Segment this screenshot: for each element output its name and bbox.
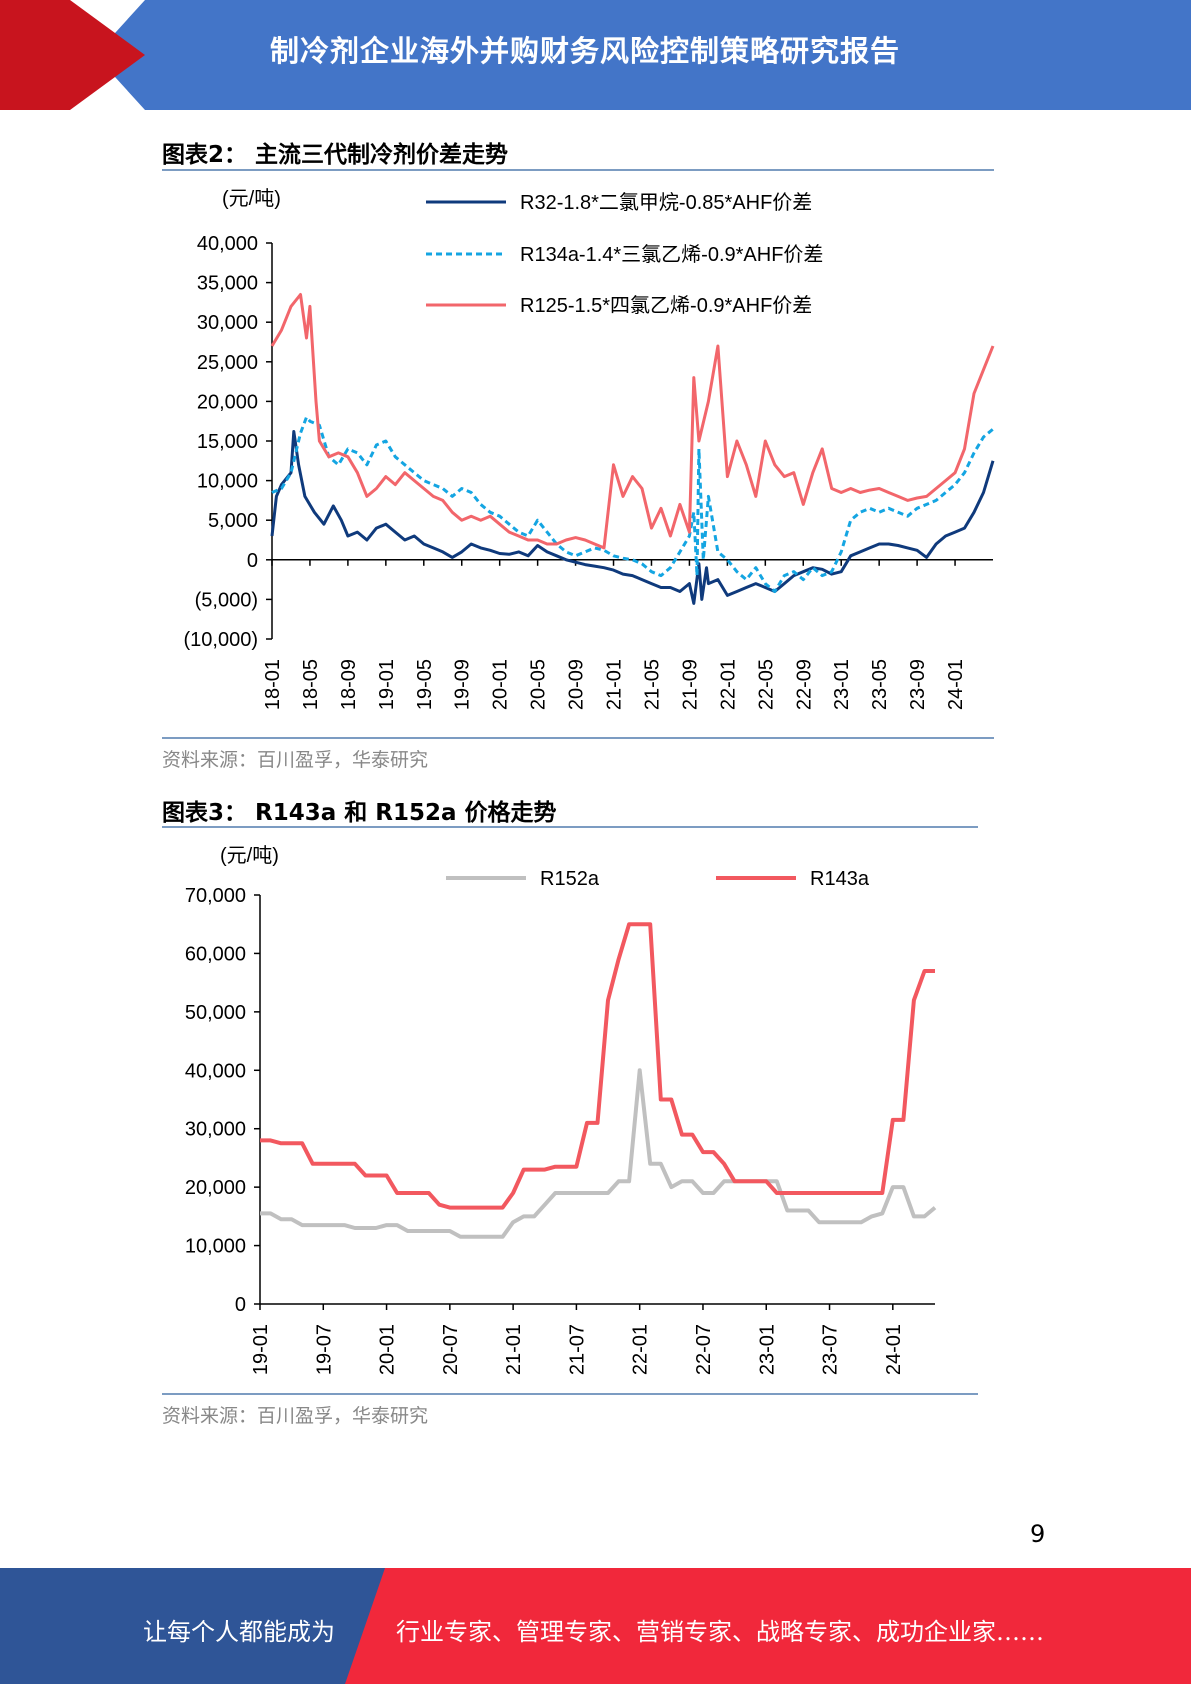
figure3-bottom-rule (162, 1393, 978, 1395)
chart1-x-tick-label: 21-01 (503, 1324, 525, 1375)
chart1-x-tick-label: 20-01 (377, 1324, 399, 1375)
chart1-x-tick-label: 23-07 (820, 1324, 842, 1375)
chart0-x-tick-label: 23-05 (869, 659, 891, 710)
header-arrow-icon (0, 0, 145, 110)
figure2-top-rule (162, 169, 994, 171)
chart1-x-tick-label: 23-01 (756, 1324, 778, 1375)
chart1-x-tick-label: 21-07 (566, 1324, 588, 1375)
chart0-y-tick-label: 30,000 (197, 312, 258, 334)
chart0-legend-label-3: R125-1.5*四氯乙烯-0.9*AHF价差 (520, 294, 812, 317)
page-footer (0, 1568, 1191, 1684)
chart0-unit-label: (元/吨) (222, 187, 281, 210)
chart1-y-tick-label: 0 (235, 1294, 246, 1316)
chart0-x-tick-label: 22-09 (793, 659, 815, 710)
chart0-x-tick-label: 21-01 (604, 659, 626, 710)
chart1-x-tick-label: 20-07 (440, 1324, 462, 1375)
chart1-unit-label: (元/吨) (220, 844, 279, 867)
chart0-x-tick-label: 22-05 (755, 659, 777, 710)
chart0-x-tick-label: 23-01 (831, 659, 853, 710)
chart1-y-tick-label: 20,000 (185, 1177, 246, 1199)
figure2-title: 图表2： 主流三代制冷剂价差走势 (162, 142, 509, 168)
chart0-y-tick-label: 5,000 (208, 510, 258, 532)
chart0-x-tick-label: 20-09 (566, 659, 588, 710)
figure2-chart: (元/吨) 40,000 35,000 30,000 25,000 20,000 15,00… (184, 187, 995, 710)
chart0-series-line-3 (270, 293, 995, 550)
chart1-y-tick-label: 70,000 (185, 885, 246, 907)
chart1-y-tick-label: 60,000 (185, 943, 246, 965)
chart0-x-tick-label: 21-05 (641, 659, 663, 710)
chart0-series-line-2 (271, 415, 994, 593)
chart0-x-tick-label: 18-09 (338, 659, 360, 710)
chart0-x-tick-label: 20-05 (528, 659, 550, 710)
chart0-series-line-1 (270, 430, 995, 605)
page-header: 制冷剂企业海外并购财务风险控制策略研究报告 (0, 0, 1191, 110)
header-title: 制冷剂企业海外并购财务风险控制策略研究报告 (270, 34, 901, 68)
chart1-x-tick-label: 22-01 (630, 1324, 652, 1375)
figure3-source: 资料来源：百川盈孚，华泰研究 (162, 1405, 429, 1427)
figure2-source: 资料来源：百川盈孚，华泰研究 (162, 749, 429, 771)
chart0-x-tick-label: 18-01 (262, 659, 284, 710)
chart1-x-tick-label: 22-07 (693, 1324, 715, 1375)
chart1-legend-label-1: R152a (540, 868, 600, 890)
chart1-legend-label-2: R143a (810, 868, 870, 890)
chart0-x-tick-label: 21-09 (679, 659, 701, 710)
figure3-top-rule (162, 826, 978, 828)
chart0-y-tick-label: 20,000 (197, 391, 258, 413)
footer-slogan-right: 行业专家、管理专家、营销专家、战略专家、成功企业家…… (396, 1618, 1044, 1646)
chart0-y-tick-label: 40,000 (197, 233, 258, 255)
chart0-legend-label-2: R134a-1.4*三氯乙烯-0.9*AHF价差 (520, 243, 823, 266)
chart1-y-tick-label: 40,000 (185, 1060, 246, 1082)
chart0-y-tick-label: 15,000 (197, 431, 258, 453)
chart0-x-tick-label: 22-01 (717, 659, 739, 710)
chart1-series-line-1 (260, 1068, 937, 1239)
footer-slogan-left: 让每个人都能成为 (143, 1618, 335, 1646)
chart0-y-tick-label: 10,000 (197, 471, 258, 493)
chart0-x-tick-label: 18-05 (300, 659, 322, 710)
chart0-y-tick-label: 0 (247, 550, 258, 572)
chart1-y-tick-label: 10,000 (185, 1236, 246, 1258)
chart0-y-tick-label: 35,000 (197, 273, 258, 295)
chart1-series-line-2 (260, 922, 935, 1210)
chart0-y-tick-label: (10,000) (184, 629, 259, 651)
chart1-x-tick-label: 19-07 (313, 1324, 335, 1375)
figure3-title: 图表3： R143a 和 R152a 价格走势 (162, 800, 557, 826)
chart0-y-tick-label: (5,000) (195, 589, 258, 611)
chart0-y-tick-label: 25,000 (197, 352, 258, 374)
chart1-y-tick-label: 30,000 (185, 1119, 246, 1141)
chart0-x-tick-label: 19-09 (452, 659, 474, 710)
chart0-legend-label-1: R32-1.8*二氯甲烷-0.85*AHF价差 (520, 191, 812, 214)
chart0-x-tick-label: 20-01 (490, 659, 512, 710)
header-banner (0, 0, 1191, 110)
footer-banner (0, 1568, 1191, 1684)
chart0-x-tick-label: 24-01 (945, 659, 967, 710)
chart0-x-tick-label: 19-01 (376, 659, 398, 710)
chart0-x-tick-label: 19-05 (414, 659, 436, 710)
figure2-bottom-rule (162, 737, 994, 739)
page-number: 9 (1030, 1520, 1046, 1548)
figure3-chart: (元/吨) 70,000 60,000 50,000 40,000 30,000 20,00… (185, 844, 937, 1375)
chart1-y-tick-label: 50,000 (185, 1002, 246, 1024)
chart1-x-tick-label: 24-01 (883, 1324, 905, 1375)
chart0-x-tick-label: 23-09 (907, 659, 929, 710)
chart1-x-tick-label: 19-01 (250, 1324, 272, 1375)
